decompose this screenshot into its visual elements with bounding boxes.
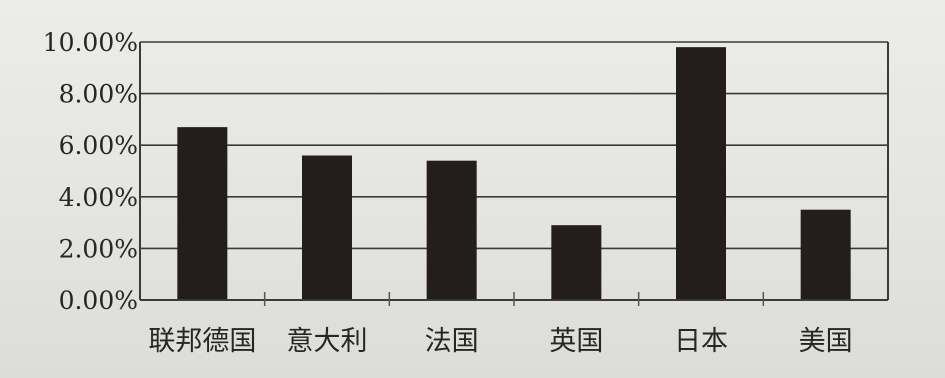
category-label: 日本 — [674, 326, 728, 357]
gridlines — [140, 41, 888, 250]
y-tick-label: 10.00% — [43, 28, 138, 57]
category-labels: 联邦德国 意大利 法国 英国 日本 美国 — [148, 326, 852, 357]
y-tick-label: 8.00% — [59, 80, 138, 109]
category-label: 美国 — [799, 326, 853, 357]
y-tick-label: 6.00% — [59, 131, 138, 160]
bar — [800, 209, 851, 300]
category-label: 意大利 — [287, 326, 368, 357]
bar — [426, 160, 477, 300]
category-label: 法国 — [425, 326, 479, 357]
y-tick-labels: 0.00% 2.00% 4.00% 6.00% 8.00% 10.00% — [43, 28, 138, 315]
x-tick-marks — [263, 292, 765, 306]
y-tick-label: 4.00% — [59, 183, 138, 212]
category-label: 英国 — [549, 326, 603, 357]
bar — [302, 155, 352, 300]
axes — [139, 42, 889, 301]
y-tick-label: 2.00% — [59, 234, 138, 263]
bar — [177, 127, 228, 300]
category-label: 联邦德国 — [148, 326, 256, 357]
bar — [676, 47, 726, 300]
bars — [177, 47, 851, 300]
y-tick-label: 0.00% — [59, 286, 138, 315]
bar — [551, 225, 602, 300]
